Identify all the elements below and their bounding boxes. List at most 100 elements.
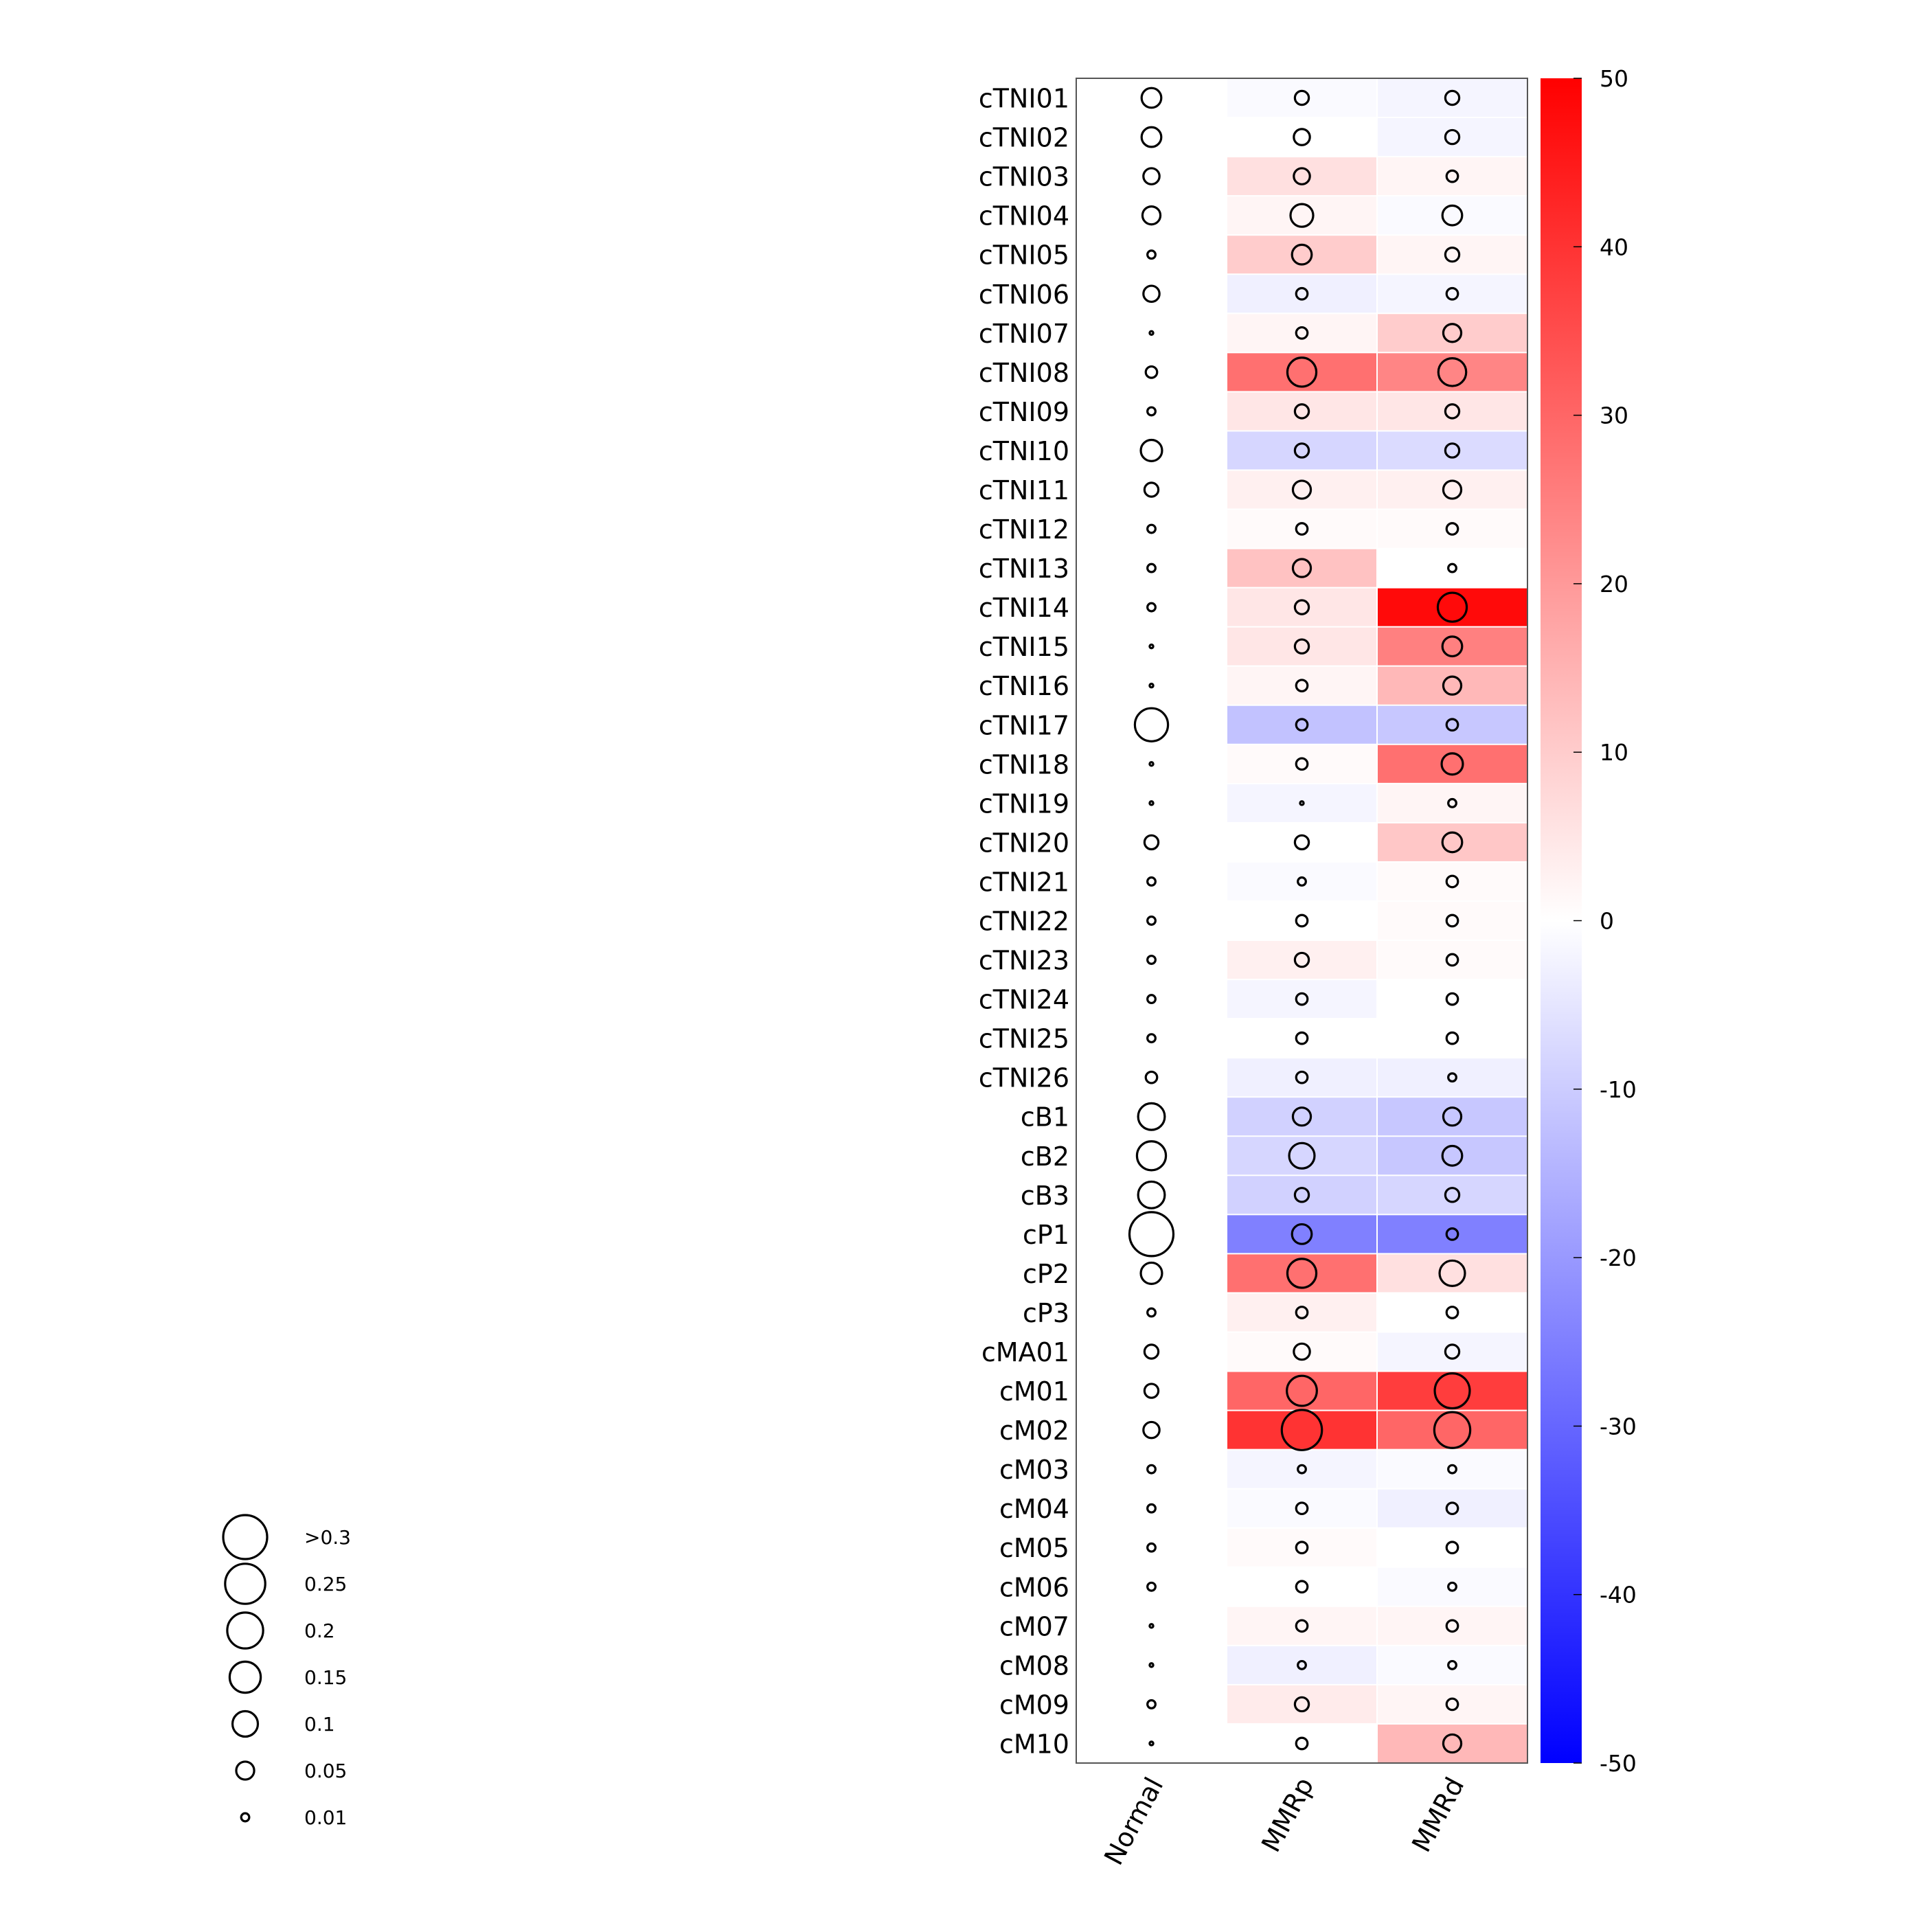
heatmap-cell <box>1227 627 1376 666</box>
size-dot <box>1295 1306 1309 1319</box>
heatmap-cell <box>1378 79 1527 117</box>
row-label: cTNI18 <box>979 749 1069 780</box>
size-dot <box>1293 834 1310 851</box>
heatmap-cell <box>1378 745 1527 783</box>
heatmap-cell <box>1378 666 1527 705</box>
size-legend-dot <box>222 1514 269 1560</box>
size-dot <box>1146 1464 1157 1475</box>
row-label: cM01 <box>999 1376 1069 1407</box>
size-dot <box>1445 992 1459 1006</box>
size-dot <box>1293 599 1310 615</box>
row-label: cTNI02 <box>979 123 1069 153</box>
size-dot <box>1436 591 1468 623</box>
size-dot <box>1146 1698 1157 1709</box>
heatmap-cell <box>1227 79 1376 117</box>
size-legend-label: >0.3 <box>304 1526 351 1549</box>
size-dot <box>1444 1187 1461 1203</box>
size-dot <box>1295 757 1309 771</box>
size-dot <box>1441 1144 1464 1167</box>
heatmap-cell <box>1378 431 1527 470</box>
colorbar-tick-label: 0 <box>1600 908 1614 935</box>
heatmap-cell <box>1378 236 1527 274</box>
row-label: cB1 <box>1021 1102 1069 1133</box>
row-label: cTNI19 <box>979 788 1069 819</box>
size-dot <box>1146 249 1157 260</box>
heatmap-cell <box>1378 1567 1527 1606</box>
size-dot <box>1146 1542 1157 1553</box>
size-dot <box>1143 481 1160 498</box>
heatmap-cell <box>1227 1450 1376 1488</box>
row-label: cTNI01 <box>979 84 1069 114</box>
size-dot <box>1293 167 1311 185</box>
heatmap-cell <box>1378 705 1527 744</box>
size-dot <box>1444 128 1461 146</box>
row-label: cTNI08 <box>979 358 1069 388</box>
size-dot <box>1445 718 1459 732</box>
size-dot <box>1447 797 1457 808</box>
size-dot <box>1293 403 1310 420</box>
heatmap-cell <box>1227 1528 1376 1567</box>
row-label: cTNI23 <box>979 946 1069 976</box>
size-dot <box>1146 994 1157 1005</box>
heatmap-cell <box>1378 1293 1527 1332</box>
size-dot <box>1442 323 1463 343</box>
heatmap-cell <box>1227 941 1376 979</box>
size-dot <box>1146 562 1157 573</box>
heatmap-cell <box>1227 1606 1376 1645</box>
size-dot <box>1139 438 1163 462</box>
heatmap-cell <box>1227 118 1376 157</box>
row-label: cTNI21 <box>979 867 1069 897</box>
row-label: cTNI24 <box>979 985 1069 1015</box>
size-dot <box>1144 1070 1159 1084</box>
row-label: cM07 <box>999 1611 1069 1641</box>
heatmap-cell <box>1227 236 1376 274</box>
heatmap-cell <box>1227 1372 1376 1410</box>
size-legend-dot <box>228 1660 262 1694</box>
size-dot <box>1441 831 1464 854</box>
size-dot <box>1445 874 1459 889</box>
row-label: cTNI14 <box>979 593 1069 623</box>
colorbar-tick-label: -40 <box>1600 1582 1637 1609</box>
size-dot <box>1445 1697 1459 1712</box>
size-dot <box>1444 442 1461 459</box>
heatmap-cell <box>1378 1372 1527 1410</box>
size-dot <box>1293 89 1310 106</box>
heatmap-cell <box>1378 353 1527 391</box>
size-dot <box>1148 330 1155 337</box>
size-dot <box>1299 800 1305 806</box>
size-dot <box>1148 761 1155 767</box>
row-label: cTNI06 <box>979 280 1069 310</box>
size-dot <box>1445 286 1459 301</box>
size-dot <box>1442 479 1463 500</box>
size-dot <box>1447 1659 1457 1670</box>
row-label: cM06 <box>999 1572 1069 1602</box>
heatmap-cell <box>1378 941 1527 979</box>
size-legend-label: 0.1 <box>304 1713 335 1736</box>
size-dot <box>1293 1342 1311 1361</box>
heatmap-cell <box>1378 823 1527 861</box>
heatmap-cell <box>1227 1098 1376 1136</box>
size-dot <box>1445 913 1459 928</box>
heatmap-cell <box>1378 1606 1527 1645</box>
row-label: cP1 <box>1023 1220 1069 1250</box>
heatmap-cell <box>1378 1137 1527 1175</box>
size-dot <box>1146 1307 1157 1318</box>
colorbar-tick-label: -20 <box>1600 1245 1637 1271</box>
size-dot <box>1143 1343 1160 1360</box>
heatmap-cell <box>1227 823 1376 861</box>
size-dot <box>1142 1420 1161 1440</box>
heatmap-cell <box>1227 980 1376 1019</box>
size-dot <box>1146 1503 1157 1514</box>
row-label: cM02 <box>999 1416 1069 1446</box>
size-dot <box>1148 643 1155 650</box>
heatmap-cell <box>1227 157 1376 196</box>
size-dot <box>1295 1736 1309 1751</box>
heatmap-cell <box>1378 862 1527 900</box>
size-dot <box>1142 284 1161 304</box>
heatmap-cell <box>1227 1332 1376 1371</box>
column-label: Normal <box>1098 1773 1169 1870</box>
heatmap-cell <box>1227 705 1376 744</box>
heatmap-cell <box>1378 470 1527 509</box>
size-dot <box>1140 126 1163 148</box>
